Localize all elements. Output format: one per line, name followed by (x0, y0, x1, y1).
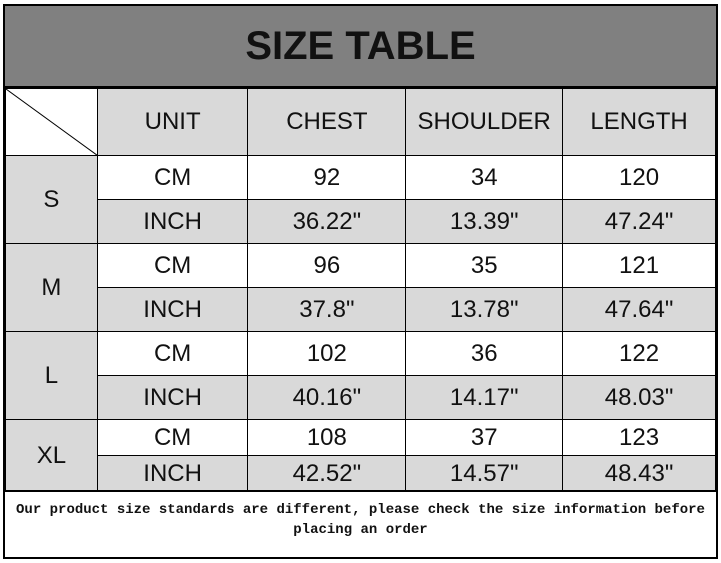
table-row: INCH 40.16" 14.17" 48.03" (6, 375, 716, 420)
size-label: S (5, 155, 98, 244)
table-row: INCH 37.8" 13.78" 47.64" (6, 287, 716, 332)
column-header: LENGTH (562, 88, 716, 156)
corner-cell (5, 88, 98, 156)
value-cell: 108 (247, 419, 407, 456)
value-cell: 37 (405, 419, 564, 456)
table-row: XL CM 108 37 123 (5, 419, 716, 492)
value-cell: 48.43" (562, 455, 716, 492)
value-cell: 122 (562, 331, 716, 376)
value-cell: 36.22" (247, 199, 407, 244)
value-cell: 92 (247, 155, 407, 200)
value-cell: 120 (562, 155, 716, 200)
value-cell: 14.17" (405, 375, 564, 420)
value-cell: 37.8" (247, 287, 407, 332)
table-row: INCH 36.22" 13.39" 47.24" (6, 199, 716, 244)
table-row: S CM 92 34 120 (5, 155, 716, 244)
unit-cell: CM (96, 419, 249, 456)
unit-cell: CM (96, 155, 249, 200)
table-row: M CM 96 35 121 (5, 243, 716, 332)
value-cell: 40.16" (247, 375, 407, 420)
unit-cell: INCH (96, 455, 249, 492)
unit-cell: INCH (96, 199, 249, 244)
unit-cell: CM (96, 243, 249, 288)
value-cell: 42.52" (247, 455, 407, 492)
table-row: INCH 42.52" 14.57" 48.43" (6, 455, 716, 492)
unit-cell: INCH (96, 375, 249, 420)
unit-cell: INCH (96, 287, 249, 332)
value-cell: 13.78" (405, 287, 564, 332)
value-cell: 13.39" (405, 199, 564, 244)
value-cell: 35 (405, 243, 564, 288)
column-header: SHOULDER (405, 88, 564, 156)
size-label: M (5, 243, 98, 332)
value-cell: 34 (405, 155, 564, 200)
size-note: Our product size standards are different… (5, 490, 716, 557)
value-cell: 102 (247, 331, 407, 376)
value-cell: 48.03" (562, 375, 716, 420)
value-cell: 47.64" (562, 287, 716, 332)
value-cell: 14.57" (405, 455, 564, 492)
value-cell: 36 (405, 331, 564, 376)
column-header: CHEST (247, 88, 407, 156)
value-cell: 121 (562, 243, 716, 288)
value-cell: 47.24" (562, 199, 716, 244)
value-cell: 96 (247, 243, 407, 288)
size-label: L (5, 331, 98, 420)
unit-cell: CM (96, 331, 249, 376)
page-title: SIZE TABLE (5, 6, 716, 88)
header-row: UNIT CHEST SHOULDER LENGTH (5, 88, 716, 156)
value-cell: 123 (562, 419, 716, 456)
size-label: XL (5, 419, 98, 492)
size-table: UNIT CHEST SHOULDER LENGTH S CM 92 34 120 INC… (5, 88, 716, 492)
table-row: L CM 102 36 122 (5, 331, 716, 420)
column-header: UNIT (96, 88, 249, 156)
